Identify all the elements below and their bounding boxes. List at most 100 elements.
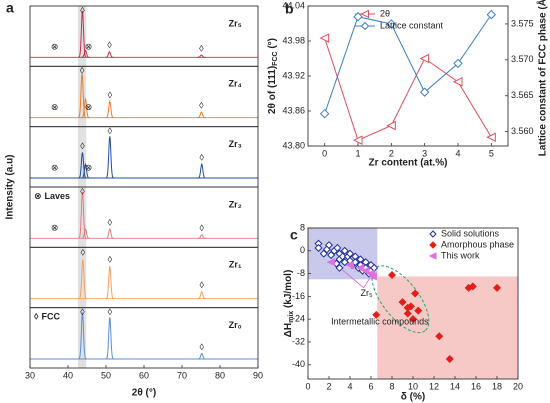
y-tick-label: 43.86: [282, 105, 305, 115]
peak: [78, 10, 87, 58]
y-tick-label: -8: [297, 268, 305, 278]
peak: [105, 136, 115, 179]
x-tick-label: 6: [368, 381, 373, 391]
marker: [419, 87, 430, 97]
marker: [338, 252, 347, 261]
marker: [333, 243, 342, 252]
peak: [77, 73, 87, 119]
marker: [326, 258, 335, 267]
marker: [403, 309, 412, 318]
peak: [81, 49, 90, 58]
x-tick-label: 40: [63, 370, 73, 380]
peak: [78, 312, 87, 360]
marker: [372, 310, 381, 319]
marker: [356, 263, 365, 272]
x-tick-label: 14: [450, 381, 460, 391]
marker: [314, 243, 323, 252]
marker: [435, 332, 444, 341]
peak: [81, 162, 90, 179]
peak: [197, 162, 206, 179]
legend-entry: ◊ FCC: [34, 312, 60, 322]
panel-letter: c: [290, 227, 298, 243]
y2-tick-label: 3.565: [511, 90, 534, 100]
peak: [105, 100, 115, 119]
marker: [319, 33, 330, 43]
y-axis-label-text: ΔH: [283, 323, 294, 337]
fcc-symbol: ◊: [81, 248, 86, 258]
fcc-symbol: ◊: [80, 141, 85, 151]
x-tick-label: 4: [347, 381, 352, 391]
peak: [197, 352, 206, 360]
pattern-label: Zr₄: [229, 79, 242, 89]
legend-symbol: ◊: [34, 312, 39, 322]
x-tick-label: 20: [513, 381, 523, 391]
y-axis-label: ΔHmix (kJ/mol): [283, 270, 295, 338]
y-axis-label: 2θ of (111)FCC (°): [267, 38, 279, 114]
x-tick-label: 12: [429, 381, 439, 391]
legend-text: Lattice constant: [380, 20, 444, 30]
fcc-symbol: ◊: [199, 100, 204, 110]
laves-symbol: ⊗: [85, 102, 93, 112]
y2-axis-label: Lattice constant of FCC phase (Å): [536, 0, 549, 156]
x-tick-label: 0: [305, 381, 310, 391]
x-tick-label: 5: [489, 148, 494, 158]
peak: [197, 290, 206, 300]
y2-tick-label: 3.560: [511, 126, 534, 136]
x-tick-label: 70: [177, 370, 187, 380]
marker: [345, 260, 354, 270]
y-tick-label: -40: [292, 359, 305, 369]
marker: [398, 298, 407, 307]
y-tick-label: -32: [292, 336, 305, 346]
marker: [445, 355, 454, 364]
marker: [324, 241, 334, 250]
peak: [105, 228, 115, 239]
peak: [197, 54, 206, 58]
fcc-symbol: ◊: [80, 66, 85, 76]
legend-entry: ⊗ Laves: [34, 191, 70, 201]
peak: [105, 51, 114, 58]
pattern-label: Zr₀: [229, 320, 242, 330]
x-tick-label: 1: [355, 148, 360, 158]
y-axis-label: Intensity (a.u): [5, 154, 16, 219]
marker: [452, 77, 463, 87]
fcc-symbol: ◊: [80, 186, 85, 196]
x-tick-label: 8: [389, 381, 394, 391]
legend-marker: [429, 230, 437, 238]
y-tick-label: 0: [300, 245, 305, 255]
x-tick-label: 50: [101, 370, 111, 380]
x-tick-label: 4: [455, 148, 460, 158]
peak: [78, 259, 88, 300]
marker: [319, 249, 328, 258]
marker: [368, 272, 377, 281]
fcc-symbol: ◊: [80, 5, 85, 15]
marker: [486, 9, 497, 20]
fcc-symbol: ◊: [108, 217, 113, 227]
x-tick-label: 10: [408, 381, 418, 391]
annotation: Intermetallic compounds: [331, 316, 429, 326]
panel-letter: a: [6, 0, 14, 16]
y-tick-label: 8: [300, 222, 305, 232]
legend-marker: [428, 252, 437, 260]
y-axis-label-sub: mix: [288, 311, 295, 323]
legend-symbol: ⊗: [34, 191, 42, 201]
x-tick-label: 18: [492, 381, 502, 391]
marker: [419, 53, 430, 64]
legend-text: Laves: [45, 191, 71, 201]
series-line: [324, 14, 492, 114]
legend-text: FCC: [41, 312, 60, 322]
pattern-label: Zr₁: [229, 260, 242, 270]
x-axis-label: δ (%): [401, 392, 425, 403]
pattern-label: Zr₅: [229, 18, 242, 28]
x-tick-label: 80: [215, 370, 225, 380]
marker: [335, 263, 344, 272]
x-tick-label: 90: [253, 370, 263, 380]
laves-symbol: ⊗: [51, 42, 59, 52]
laves-symbol: ⊗: [51, 162, 59, 172]
x-tick-label: 3: [422, 148, 427, 158]
y-tick-label: 43.98: [282, 35, 305, 45]
y-axis-label-text: 2θ of (111): [267, 66, 278, 114]
plot-frame: [307, 5, 509, 147]
legend-text: Amorphous phase: [441, 239, 514, 249]
legend-text: Solid solutions: [441, 228, 500, 238]
